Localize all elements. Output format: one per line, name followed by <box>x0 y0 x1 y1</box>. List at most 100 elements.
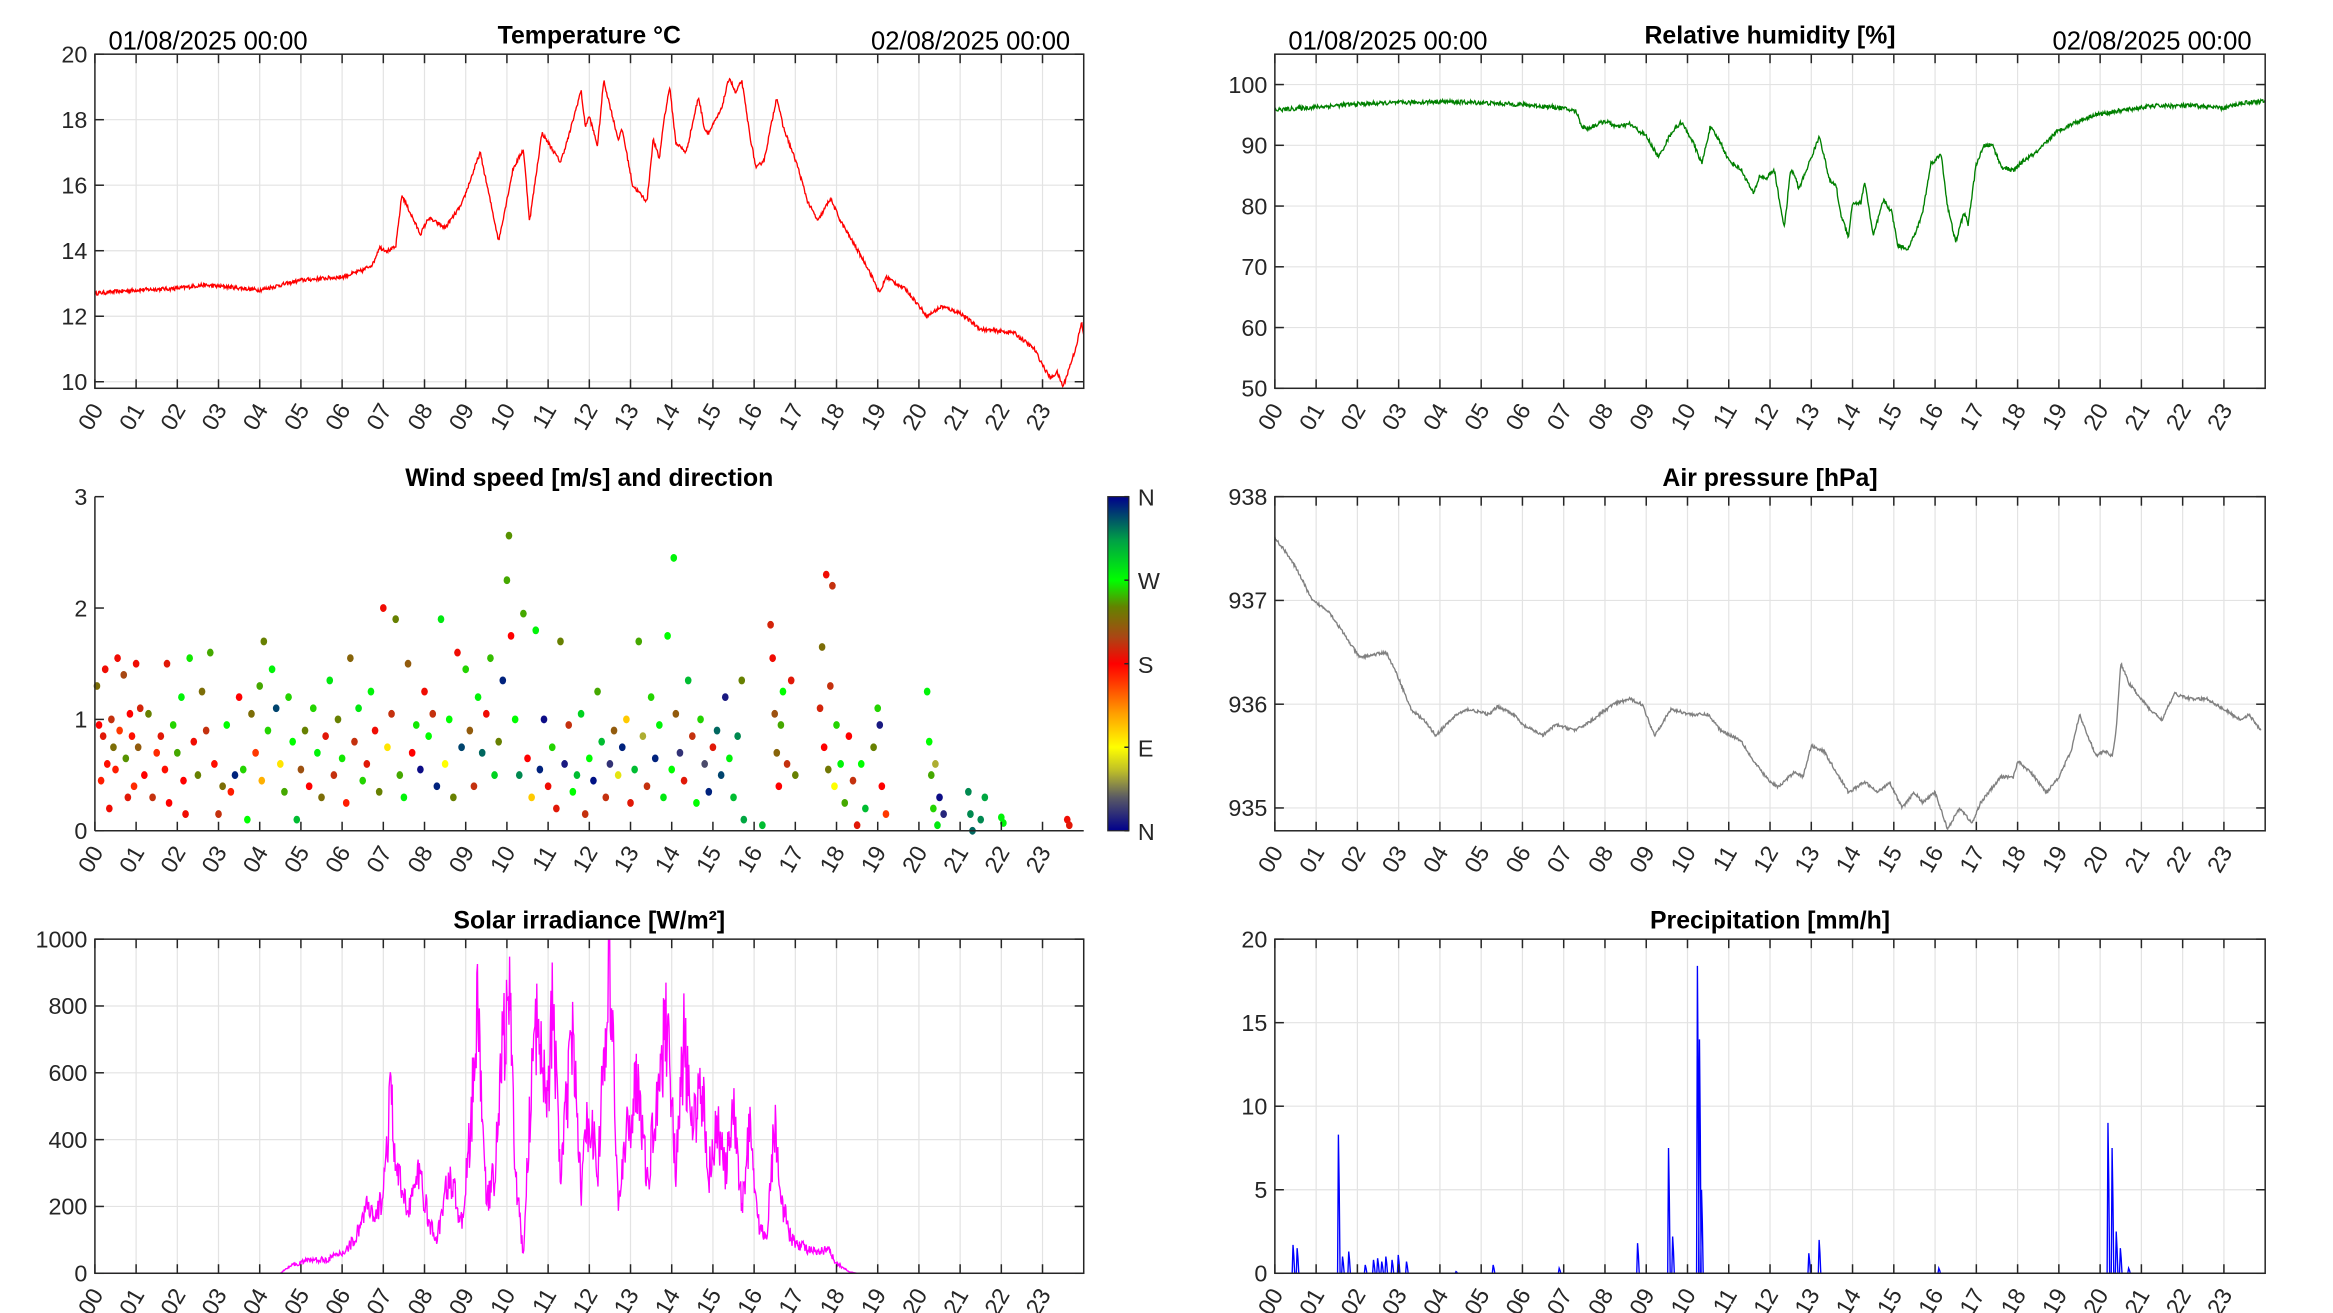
x-tick-label: 10 <box>1665 841 1700 876</box>
x-tick-label: 18 <box>814 1284 849 1313</box>
wind-point <box>610 726 618 735</box>
x-tick-label: 18 <box>814 841 849 876</box>
x-tick-label: 05 <box>1459 1284 1494 1313</box>
wind-point <box>450 793 457 802</box>
x-tick-label: 08 <box>402 1284 437 1313</box>
wind-point <box>421 687 428 696</box>
wind-point <box>114 654 121 663</box>
wind-point <box>827 682 834 690</box>
wind-point <box>396 771 404 780</box>
y-tick-label: 100 <box>1228 72 1267 98</box>
wind-point <box>499 676 507 685</box>
wind-point <box>639 732 647 741</box>
wind-point <box>689 732 696 741</box>
x-tick-label: 04 <box>1418 399 1453 434</box>
wind-point <box>598 737 605 746</box>
wind-point <box>219 782 226 791</box>
y-tick-label: 2 <box>74 595 87 621</box>
wind-point <box>773 748 781 757</box>
colorbar-label: S <box>1138 652 1154 678</box>
wind-point <box>862 804 869 813</box>
x-tick-label: 22 <box>979 399 1014 434</box>
wind-chart: 00 01 02 03 04 05 06 07 08 09 10 11 12 13 14 15 16 17 18 19… <box>73 465 1160 877</box>
x-tick-label: 11 <box>527 1284 562 1313</box>
wind-point <box>845 732 853 741</box>
wind-point <box>777 721 785 729</box>
x-tick-label: 08 <box>402 841 437 876</box>
x-tick-label: 18 <box>1995 841 2030 876</box>
x-tick-label: 02 <box>155 841 190 876</box>
wind-point <box>923 687 931 696</box>
wind-point <box>157 732 165 741</box>
wind-point <box>272 704 280 713</box>
wind-point <box>491 771 498 780</box>
x-tick-label: 14 <box>650 399 685 434</box>
wind-point <box>404 659 412 668</box>
wind-point <box>717 771 725 780</box>
y-tick-label: 0 <box>74 1261 87 1287</box>
wind-point <box>194 771 202 780</box>
wind-point <box>934 821 941 830</box>
x-tick-label: 04 <box>238 841 273 876</box>
wind-point <box>318 793 325 802</box>
x-tick-label: 23 <box>2202 399 2237 434</box>
colorbar-label: E <box>1138 735 1154 761</box>
wind-point <box>878 782 886 791</box>
y-tick-label: 10 <box>61 369 87 395</box>
wind-point <box>841 799 849 807</box>
x-tick-label: 23 <box>1020 399 1055 434</box>
x-tick-label: 09 <box>1624 1284 1659 1313</box>
x-tick-label: 15 <box>691 399 726 434</box>
x-tick-label: 13 <box>608 841 643 876</box>
y-tick-label: 200 <box>48 1194 87 1220</box>
x-tick-label: 22 <box>979 1284 1014 1313</box>
y-tick-label: 5 <box>1254 1177 1267 1203</box>
wind-point <box>606 760 614 768</box>
wind-point <box>437 615 445 624</box>
wind-point <box>478 748 486 757</box>
x-tick-label: 20 <box>2078 399 2113 434</box>
wind-point <box>145 709 152 718</box>
wind-point <box>936 793 943 802</box>
x-tick-label: 06 <box>320 399 355 434</box>
x-tick-label: 14 <box>1830 841 1865 876</box>
y-tick-label: 3 <box>74 484 87 510</box>
wind-point <box>483 709 490 718</box>
x-tick-label: 04 <box>238 399 273 434</box>
y-tick-label: 10 <box>1241 1093 1267 1119</box>
wind-point <box>408 748 416 757</box>
wind-point <box>820 743 828 752</box>
wind-point <box>136 704 144 713</box>
date-end-label: 02/08/2025 00:00 <box>871 28 1070 56</box>
x-tick-label: 04 <box>238 1284 273 1313</box>
wind-point <box>367 687 375 696</box>
x-tick-label: 13 <box>1789 841 1824 876</box>
x-tick-label: 11 <box>527 399 562 433</box>
humidity-series-line <box>1274 97 2266 251</box>
wind-point <box>128 732 136 741</box>
wind-point <box>651 754 659 763</box>
wind-point <box>759 821 766 830</box>
wind-point <box>870 743 877 752</box>
wind-point <box>557 637 564 646</box>
wind-point <box>120 670 128 679</box>
x-tick-label: 06 <box>1500 841 1535 876</box>
wind-point <box>260 637 268 646</box>
wind-point <box>940 810 947 818</box>
x-tick-label: 01 <box>1294 1284 1329 1313</box>
x-tick-label: 12 <box>1748 841 1783 876</box>
x-tick-label: 01 <box>1294 399 1329 434</box>
wind-point <box>740 815 748 824</box>
wind-point <box>268 665 276 674</box>
x-tick-label: 16 <box>1913 841 1948 876</box>
x-tick-label: 23 <box>2202 841 2237 876</box>
wind-point <box>231 771 239 780</box>
wind-point <box>384 743 391 752</box>
wind-point <box>359 776 367 785</box>
x-tick-label: 06 <box>1500 1284 1535 1313</box>
wind-point <box>433 782 441 791</box>
x-tick-label: 10 <box>1665 399 1700 434</box>
x-tick-label: 21 <box>2119 399 2154 434</box>
wind-point <box>981 793 989 802</box>
wind-point <box>103 760 111 768</box>
